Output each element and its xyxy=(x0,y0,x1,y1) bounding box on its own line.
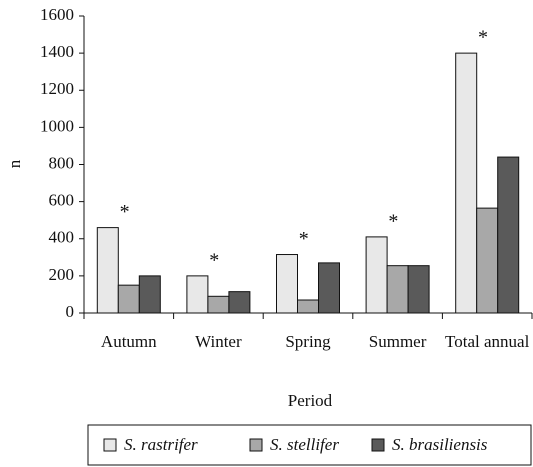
legend-box xyxy=(87,424,532,466)
annotation: * xyxy=(209,249,219,271)
annotation: * xyxy=(120,201,130,223)
x-tick-label: Spring xyxy=(285,332,331,351)
bar xyxy=(497,156,520,314)
bar xyxy=(207,295,230,314)
bar xyxy=(365,236,388,314)
y-tick-label: 600 xyxy=(49,191,75,210)
bar xyxy=(228,291,251,314)
y-tick-label: 1600 xyxy=(40,5,74,24)
y-tick-label: 1000 xyxy=(40,116,74,135)
y-tick-label: 0 xyxy=(66,302,75,321)
y-tick-label: 800 xyxy=(49,153,75,172)
bar xyxy=(407,265,430,314)
legend-swatch xyxy=(103,438,117,452)
x-axis-label: Period xyxy=(288,391,333,410)
y-tick-label: 1400 xyxy=(40,42,74,61)
legend-label: S. brasiliensis xyxy=(392,435,488,454)
x-tick-label: Summer xyxy=(368,332,427,351)
bar xyxy=(117,284,140,314)
bar xyxy=(386,265,409,314)
legend-swatch xyxy=(371,438,385,452)
y-tick-label: 200 xyxy=(49,265,75,284)
legend-label: S. stellifer xyxy=(270,435,339,454)
bar xyxy=(186,275,209,314)
annotation: * xyxy=(478,27,488,49)
bar xyxy=(96,227,119,314)
legend-label: S. rastrifer xyxy=(124,435,198,454)
bar xyxy=(318,262,340,314)
x-tick-label: Autumn xyxy=(100,332,157,351)
y-tick-label: 400 xyxy=(49,228,75,247)
annotation: * xyxy=(299,228,309,250)
bar xyxy=(297,299,319,314)
annotation: * xyxy=(388,210,398,232)
x-tick-label: Total annual xyxy=(445,332,530,351)
y-tick-label: 1200 xyxy=(40,79,74,98)
legend-swatch xyxy=(249,438,263,452)
bar xyxy=(476,207,499,314)
y-axis-label: n xyxy=(5,159,24,168)
bar xyxy=(455,52,478,314)
bar xyxy=(138,275,161,314)
bar xyxy=(276,254,298,314)
x-tick-label: Winter xyxy=(195,332,242,351)
